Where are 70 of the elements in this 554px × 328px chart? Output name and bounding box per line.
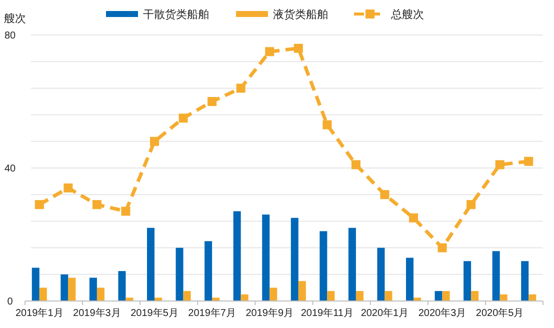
bar (68, 278, 76, 301)
bar (521, 261, 529, 301)
bar (356, 291, 364, 301)
bar (442, 291, 450, 301)
x-tick-label: 2020年1月 (360, 307, 409, 319)
point (265, 47, 274, 56)
bar (528, 294, 536, 301)
point (208, 97, 217, 106)
bar (500, 294, 508, 301)
bar (89, 278, 97, 301)
y-tick-label: 40 (4, 164, 16, 174)
x-tick-label: 2019年11月 (300, 307, 354, 319)
bar (464, 261, 472, 301)
point (351, 160, 360, 170)
bar (126, 298, 134, 301)
bar (212, 298, 220, 301)
point (178, 114, 188, 123)
bar (414, 298, 421, 301)
x-tick-label: 2020年3月 (418, 307, 466, 319)
bar (240, 294, 248, 301)
y-axis-title: 艘次 (4, 13, 26, 25)
point (495, 160, 504, 170)
bar (96, 288, 104, 301)
bar (434, 291, 442, 301)
bar (60, 274, 68, 301)
point (322, 120, 332, 130)
x-tick-label: 2019年9月 (246, 307, 294, 319)
point (64, 183, 73, 192)
bar (298, 281, 306, 301)
y-tick-label: 80 (4, 30, 16, 42)
bar (492, 251, 500, 301)
legend-label: 干散货类船舶 (143, 8, 209, 21)
bar (39, 288, 47, 301)
x-tick-label: 2020年5月 (476, 307, 524, 319)
bar (118, 271, 126, 301)
bar (183, 291, 191, 301)
point (466, 200, 476, 210)
bar (233, 211, 241, 301)
bar (176, 248, 184, 301)
bar (406, 258, 414, 301)
bar (32, 268, 40, 301)
point (236, 84, 246, 93)
point (34, 200, 44, 210)
bar (384, 291, 392, 301)
bar (327, 291, 335, 301)
point (150, 136, 159, 146)
bar (147, 228, 154, 301)
bar (154, 298, 162, 301)
bar (320, 231, 328, 301)
bar (471, 291, 479, 301)
bar (204, 241, 212, 301)
legend-label: 液货类船舶 (273, 8, 328, 21)
bar (348, 228, 356, 301)
bar (270, 288, 278, 301)
x-tick-label: 2019年3月 (73, 307, 121, 319)
y-tick-label: 0 (7, 296, 14, 308)
x-tick-label: 2019年7月 (188, 307, 236, 319)
bar (290, 218, 298, 301)
x-tick-label: 2019年5月 (130, 307, 178, 319)
bar (377, 248, 385, 301)
point (294, 44, 303, 53)
point (409, 213, 418, 222)
legend-label: 总艘次 (390, 8, 424, 21)
x-tick-label: 2019年1月 (15, 307, 64, 319)
point (524, 156, 534, 166)
bar (262, 214, 270, 301)
point (438, 243, 447, 252)
point (92, 200, 102, 210)
point (121, 206, 130, 216)
point (380, 190, 390, 200)
